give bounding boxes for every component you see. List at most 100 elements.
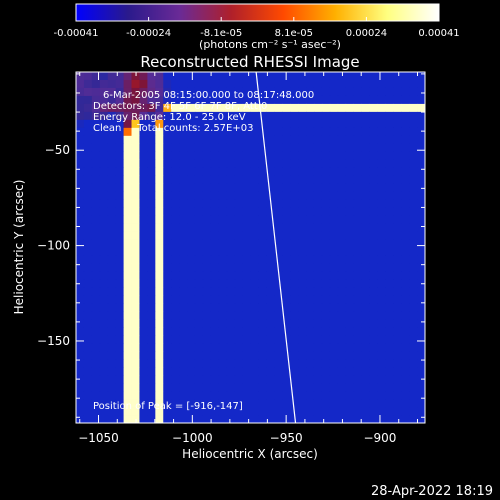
image-pixel [171,223,180,232]
image-pixel [329,159,339,169]
image-pixel [123,207,132,216]
image-pixel [163,375,172,384]
image-pixel [290,95,299,105]
image-pixel [321,143,331,153]
image-pixel [250,367,259,376]
image-pixel [83,167,93,177]
image-pixel [409,279,418,288]
image-pixel [401,383,410,392]
image-pixel [99,375,109,384]
image-pixel [298,383,307,392]
image-pixel [274,151,283,161]
image-pixel [131,247,140,256]
image-pixel [385,303,394,312]
image-pixel [306,327,315,336]
solar-limb-line [255,71,297,424]
image-pixel [282,255,291,264]
image-pixel [290,151,299,161]
image-pixel [298,407,307,416]
image-pixel [417,95,425,105]
image-pixel [242,143,251,153]
image-pixel [361,295,370,304]
image-pixel [202,343,212,352]
image-pixel [155,247,164,256]
image-pixel [91,215,101,224]
image-pixel [107,343,117,352]
image-pixel [266,263,275,272]
image-pixel [131,239,140,248]
image-pixel [210,191,220,201]
image-pixel [139,207,148,216]
image-pixel [83,127,93,137]
image-pixel [266,255,275,264]
image-pixel [266,271,275,280]
image-pixel [187,79,196,89]
image-pixel [147,135,156,145]
image-pixel [187,175,196,185]
image-pixel [139,175,148,185]
image-pixel [131,223,140,232]
image-pixel [131,335,140,344]
image-pixel [155,143,164,153]
image-pixel [147,263,156,272]
image-pixel [329,191,339,201]
image-pixel [321,367,331,376]
image-pixel [115,95,124,105]
image-pixel [298,207,307,216]
image-pixel [234,87,243,97]
image-pixel [250,119,259,129]
image-pixel [242,239,251,248]
image-pixel [91,103,101,113]
image-pixel [131,135,140,145]
image-pixel [83,223,93,232]
image-pixel [282,215,291,224]
image-pixel [202,207,212,216]
image-pixel [345,159,355,169]
image-pixel [99,399,109,408]
image-pixel [171,159,180,169]
image-pixel [393,319,402,328]
image-pixel [345,263,355,272]
image-pixel [250,255,259,264]
image-pixel [353,72,362,81]
image-pixel [306,367,315,376]
image-pixel [290,143,299,153]
image-pixel [258,143,267,153]
image-pixel [282,295,291,304]
image-pixel [393,375,402,384]
image-pixel [409,335,418,344]
image-pixel [290,215,299,224]
image-pixel [385,399,394,408]
image-pixel [345,399,355,408]
image-pixel [139,383,148,392]
image-pixel [242,207,251,216]
image-pixel [187,399,196,408]
image-pixel [226,119,236,129]
image-pixel [139,367,148,376]
image-pixel [234,183,243,193]
image-pixel [361,343,370,352]
image-pixel [76,295,85,304]
image-pixel [210,311,220,320]
image-pixel [329,311,339,320]
image-pixel [369,159,378,169]
image-pixel [187,191,196,201]
image-pixel [210,367,220,376]
image-pixel [163,231,172,240]
image-pixel [369,367,378,376]
image-pixel [139,359,148,368]
image-pixel [266,72,275,81]
image-pixel [393,391,402,400]
image-pixel [306,247,315,256]
image-pixel [218,207,228,216]
info-line-time: 6-Mar-2005 08:15:00.000 to 08:17:48.000 [103,90,314,101]
image-pixel [329,351,339,360]
image-pixel [194,319,204,328]
image-pixel [353,215,362,224]
image-pixel [409,191,418,201]
image-pixel [313,87,323,97]
image-pixel [147,167,156,177]
image-pixel [345,383,355,392]
image-pixel [282,167,291,177]
image-pixel [417,399,425,408]
